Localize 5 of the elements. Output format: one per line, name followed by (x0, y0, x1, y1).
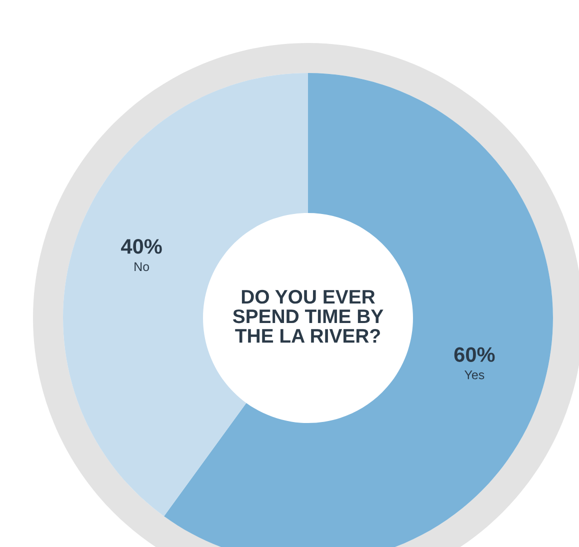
data-label: 60% (454, 347, 495, 362)
text: DO YOU EVER SPEND TIME BY THE LA RIVER? (232, 290, 384, 343)
data-label: 40% (121, 239, 162, 254)
slice-label: Yes (464, 370, 484, 380)
slice-label: No (134, 262, 150, 272)
